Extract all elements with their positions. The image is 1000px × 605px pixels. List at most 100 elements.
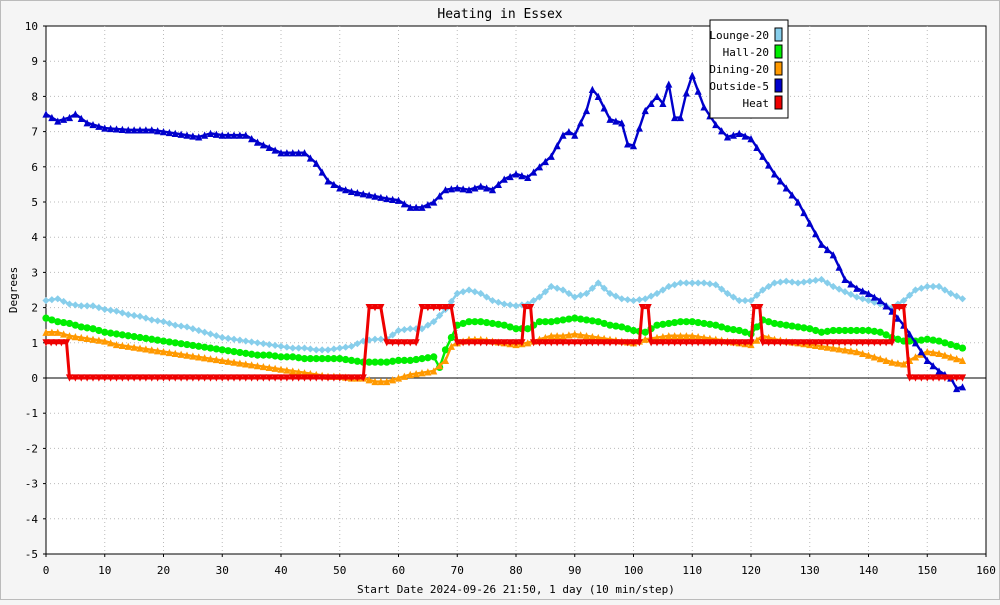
data-point bbox=[271, 146, 279, 154]
data-point bbox=[142, 126, 150, 134]
data-point bbox=[365, 358, 373, 366]
series-lounge-20 bbox=[42, 275, 967, 354]
data-point bbox=[389, 376, 397, 384]
data-point bbox=[594, 279, 602, 287]
data-point bbox=[383, 377, 391, 386]
data-point bbox=[159, 374, 168, 382]
data-point bbox=[841, 288, 849, 296]
data-point bbox=[71, 374, 79, 382]
data-point bbox=[230, 348, 238, 356]
data-point bbox=[676, 279, 685, 287]
legend-item-lounge: Lounge-20 bbox=[709, 27, 783, 42]
data-point bbox=[371, 377, 379, 386]
data-point bbox=[441, 304, 450, 312]
data-point bbox=[418, 203, 426, 211]
data-point bbox=[876, 296, 884, 305]
data-point bbox=[248, 338, 256, 346]
data-point bbox=[471, 184, 479, 192]
data-point bbox=[441, 346, 450, 354]
data-point bbox=[107, 374, 115, 382]
data-point bbox=[527, 304, 535, 312]
data-point bbox=[230, 358, 238, 366]
data-point bbox=[424, 201, 432, 209]
data-point bbox=[694, 318, 702, 327]
data-point bbox=[641, 335, 649, 343]
data-point bbox=[577, 291, 585, 299]
data-point bbox=[206, 129, 215, 137]
data-point bbox=[477, 289, 485, 298]
data-point bbox=[230, 335, 238, 343]
data-point bbox=[864, 326, 873, 335]
y-tick-label: 9 bbox=[31, 55, 38, 68]
data-point bbox=[259, 362, 267, 371]
data-point bbox=[935, 337, 943, 345]
legend-item-dining: Dining-20 bbox=[709, 61, 783, 76]
data-point bbox=[506, 323, 514, 331]
data-point bbox=[800, 339, 808, 347]
data-point bbox=[265, 374, 273, 382]
data-point bbox=[283, 149, 291, 157]
data-point bbox=[289, 149, 297, 157]
x-tick-label: 80 bbox=[509, 564, 522, 577]
data-point bbox=[776, 339, 784, 347]
data-point bbox=[718, 323, 726, 331]
data-point bbox=[806, 339, 814, 347]
data-point bbox=[394, 339, 403, 347]
data-point bbox=[324, 177, 332, 185]
data-point bbox=[347, 374, 356, 382]
data-point bbox=[794, 279, 802, 287]
data-point bbox=[60, 318, 68, 327]
data-point bbox=[723, 339, 732, 347]
data-point bbox=[159, 337, 168, 345]
data-point bbox=[95, 326, 103, 335]
data-point bbox=[947, 340, 955, 349]
data-point bbox=[159, 128, 168, 136]
data-point bbox=[271, 364, 279, 372]
x-axis-label: Start Date 2024-09-26 21:50, 1 day (10 m… bbox=[357, 583, 675, 596]
data-point bbox=[859, 349, 867, 357]
data-point bbox=[224, 131, 232, 139]
data-point bbox=[330, 345, 338, 353]
data-point bbox=[917, 336, 925, 344]
data-point bbox=[682, 279, 690, 287]
data-point bbox=[154, 127, 162, 135]
data-point bbox=[770, 279, 779, 287]
data-point bbox=[712, 281, 720, 289]
data-point bbox=[365, 376, 373, 384]
data-point bbox=[629, 326, 638, 335]
data-point bbox=[853, 326, 861, 335]
data-point bbox=[735, 129, 743, 137]
data-point bbox=[823, 327, 831, 335]
data-point bbox=[923, 356, 931, 364]
data-point bbox=[289, 374, 297, 382]
data-point bbox=[465, 186, 473, 194]
data-point bbox=[941, 339, 949, 347]
data-point bbox=[935, 349, 943, 357]
data-point bbox=[665, 282, 673, 291]
data-point bbox=[389, 195, 397, 203]
data-point bbox=[718, 285, 726, 293]
data-point bbox=[923, 374, 931, 382]
data-point bbox=[917, 284, 925, 292]
data-point bbox=[289, 344, 297, 352]
data-point bbox=[312, 346, 320, 354]
data-point bbox=[483, 293, 491, 301]
y-tick-label: 1 bbox=[31, 337, 38, 350]
data-point bbox=[747, 339, 755, 347]
data-point bbox=[406, 356, 414, 364]
y-tick-label: -3 bbox=[25, 478, 38, 491]
data-point bbox=[477, 339, 485, 347]
data-point bbox=[794, 198, 802, 206]
data-point bbox=[206, 355, 215, 363]
x-tick-label: 150 bbox=[917, 564, 937, 577]
data-point bbox=[242, 131, 250, 139]
data-point bbox=[48, 316, 56, 324]
chart-title: Heating in Essex bbox=[437, 7, 562, 22]
data-point bbox=[277, 149, 285, 157]
data-point bbox=[747, 296, 755, 305]
data-point bbox=[206, 344, 215, 352]
data-point bbox=[888, 339, 896, 347]
data-point bbox=[441, 356, 450, 364]
data-point bbox=[788, 339, 796, 347]
